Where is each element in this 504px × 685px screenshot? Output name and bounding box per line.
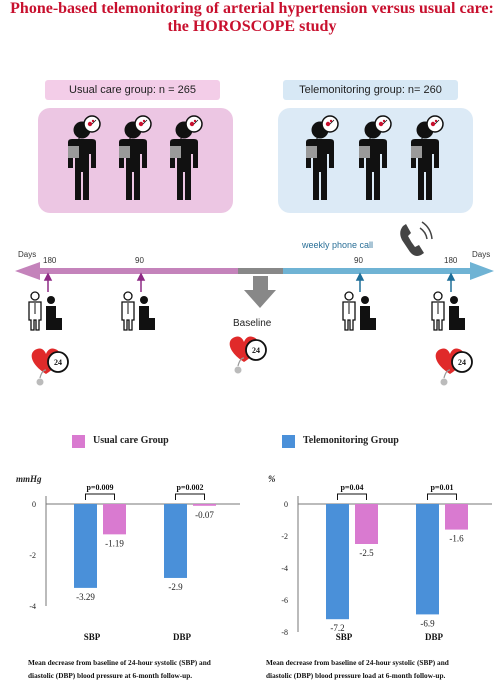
right-90-label: 90 xyxy=(354,256,363,265)
right-180-visit-icon xyxy=(431,291,466,331)
tele-patient-1-icon xyxy=(305,115,339,201)
telemonitoring-group-label: Telemonitoring group: n= 260 xyxy=(283,80,458,100)
bar-value-label: -7.2 xyxy=(330,623,344,633)
telemonitoring-legend-swatch xyxy=(282,435,295,448)
bar-value-label: -0.07 xyxy=(195,510,214,520)
y-tick-label: 0 xyxy=(284,500,288,509)
chart2-caption-line1: Mean decrease from baseline of 24-hour s… xyxy=(266,658,449,667)
left-days-label: Days xyxy=(18,250,37,259)
p-value-label: p=0.002 xyxy=(176,483,203,492)
chart1-caption: Mean decrease from baseline of 24-hour s… xyxy=(28,656,258,682)
bar-value-label: -2.5 xyxy=(359,548,374,558)
bar xyxy=(164,504,187,578)
bar-value-label: -1.6 xyxy=(449,534,464,544)
right-180-label: 180 xyxy=(444,256,458,265)
phone-icon xyxy=(400,221,433,256)
right-days-label: Days xyxy=(472,250,491,259)
left-180-tick xyxy=(43,272,53,292)
bar xyxy=(193,504,216,506)
baseline-24h-monitor-icon xyxy=(228,335,267,375)
left-90-label: 90 xyxy=(135,256,144,265)
chart1-caption-line2: diastolic (DBP) blood pressure at 6-mont… xyxy=(28,671,193,680)
x-category-label: SBP xyxy=(336,632,353,642)
bar-value-label: -1.19 xyxy=(105,538,124,548)
usual-care-legend-label: Usual care Group xyxy=(93,435,169,446)
usual-care-group-label: Usual care group: n = 265 xyxy=(45,80,220,100)
y-tick-label: -4 xyxy=(281,564,288,573)
right-90-visit-icon xyxy=(342,291,377,331)
y-tick-label: 0 xyxy=(32,500,36,509)
p-value-label: p=0.04 xyxy=(340,483,363,492)
y-axis-label: % xyxy=(268,474,276,484)
chart1-caption-line1: Mean decrease from baseline of 24-hour s… xyxy=(28,658,211,667)
bp-load-decrease-chart: % 0 -2 -4 -6 -8 -7.2 -2.5 p=0.04 SBP -6.9 -1.6 p=0.0… xyxy=(268,474,492,642)
significance-bracket xyxy=(427,493,457,500)
study-design-diagram: 24 24 24 xyxy=(15,115,494,387)
left-badge-text: 24 xyxy=(54,358,62,367)
p-value-label: p=0.01 xyxy=(430,483,453,492)
page-title: Phone-based telemonitoring of arterial h… xyxy=(10,0,494,17)
chart2-caption-line2: diastolic (DBP) blood pressure load at 6… xyxy=(266,671,446,680)
y-tick-label: -4 xyxy=(29,602,36,611)
usual-care-patient-3-icon xyxy=(169,115,203,201)
bar xyxy=(74,504,97,588)
x-category-label: DBP xyxy=(173,632,192,642)
bar xyxy=(103,504,126,535)
baseline-down-arrow xyxy=(244,276,276,308)
significance-bracket xyxy=(85,493,115,500)
y-axis-label: mmHg xyxy=(16,474,42,484)
significance-bracket xyxy=(175,493,205,500)
left-90-tick xyxy=(136,272,146,292)
usual-care-patient-1-icon xyxy=(67,115,101,201)
x-category-label: DBP xyxy=(425,632,444,642)
y-tick-label: -8 xyxy=(281,628,288,637)
p-value-label: p=0.009 xyxy=(86,483,113,492)
usual-care-timeline-arrow xyxy=(15,262,238,280)
bar xyxy=(445,504,468,530)
bar xyxy=(326,504,349,620)
right-24h-monitor-icon xyxy=(434,347,473,387)
y-tick-label: -2 xyxy=(29,551,36,560)
baseline-segment xyxy=(238,268,283,274)
telemonitoring-timeline-arrow xyxy=(283,262,494,280)
left-24h-monitor-icon xyxy=(30,347,69,387)
chart2-caption: Mean decrease from baseline of 24-hour s… xyxy=(266,656,502,682)
bar-value-label: -3.29 xyxy=(76,592,95,602)
y-tick-label: -2 xyxy=(281,532,288,541)
y-tick-label: -6 xyxy=(281,596,288,605)
x-category-label: SBP xyxy=(84,632,101,642)
baseline-badge-text: 24 xyxy=(252,346,260,355)
tele-patient-3-icon xyxy=(410,115,444,201)
bar xyxy=(416,504,439,615)
bar-value-label: -2.9 xyxy=(168,582,183,592)
left-180-label: 180 xyxy=(43,256,57,265)
significance-bracket xyxy=(337,493,367,500)
baseline-label: Baseline xyxy=(233,318,272,329)
right-180-tick xyxy=(446,272,456,292)
telemonitoring-legend-label: Telemonitoring Group xyxy=(303,435,399,446)
bar-value-label: -6.9 xyxy=(420,618,435,628)
right-90-tick xyxy=(355,272,365,292)
bp-decrease-chart: mmHg 0 -2 -4 -3.29 -1.19 p=0.009 SBP -2.9 -0.07 p=… xyxy=(16,474,240,642)
left-180-visit-icon xyxy=(28,291,63,331)
bar xyxy=(355,504,378,544)
left-90-visit-icon xyxy=(121,291,156,331)
right-badge-text: 24 xyxy=(458,358,466,367)
weekly-phone-call-label: weekly phone call xyxy=(302,240,374,250)
usual-care-patient-2-icon xyxy=(118,115,152,201)
usual-care-legend-swatch xyxy=(72,435,85,448)
page-subtitle: the HOROSCOPE study xyxy=(167,18,337,35)
tele-patient-2-icon xyxy=(358,115,392,201)
